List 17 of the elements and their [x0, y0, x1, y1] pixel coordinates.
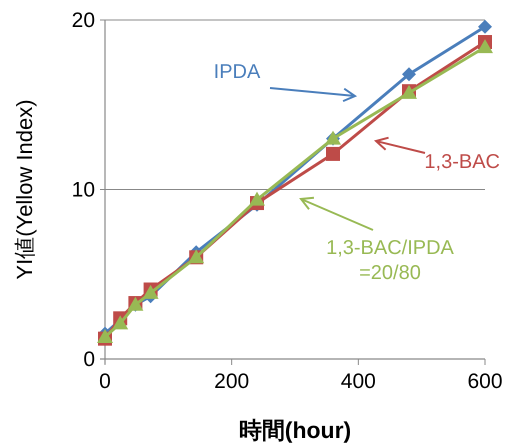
- y-axis-title: YI値(Yellow Index): [12, 99, 37, 280]
- point: [477, 39, 493, 54]
- point: [402, 67, 416, 82]
- legend-label: 1,3-BAC/IPDA =20/80: [326, 237, 455, 284]
- point: [478, 20, 492, 34]
- text: 1,3-BAC: [424, 151, 500, 173]
- x-tick-label: 200: [214, 370, 250, 393]
- x-axis-title: 時間(hour): [238, 417, 352, 443]
- point: [249, 192, 265, 206]
- point: [326, 146, 340, 161]
- x-tick-label: 600: [467, 370, 503, 393]
- y-tick-label: 20: [72, 9, 95, 32]
- text: IPDA: [214, 61, 261, 83]
- y-tick-label: 0: [83, 348, 95, 371]
- y-tick-label: 10: [72, 178, 95, 202]
- x-tick-label: 0: [99, 370, 111, 393]
- x-tick-label: 400: [340, 370, 376, 393]
